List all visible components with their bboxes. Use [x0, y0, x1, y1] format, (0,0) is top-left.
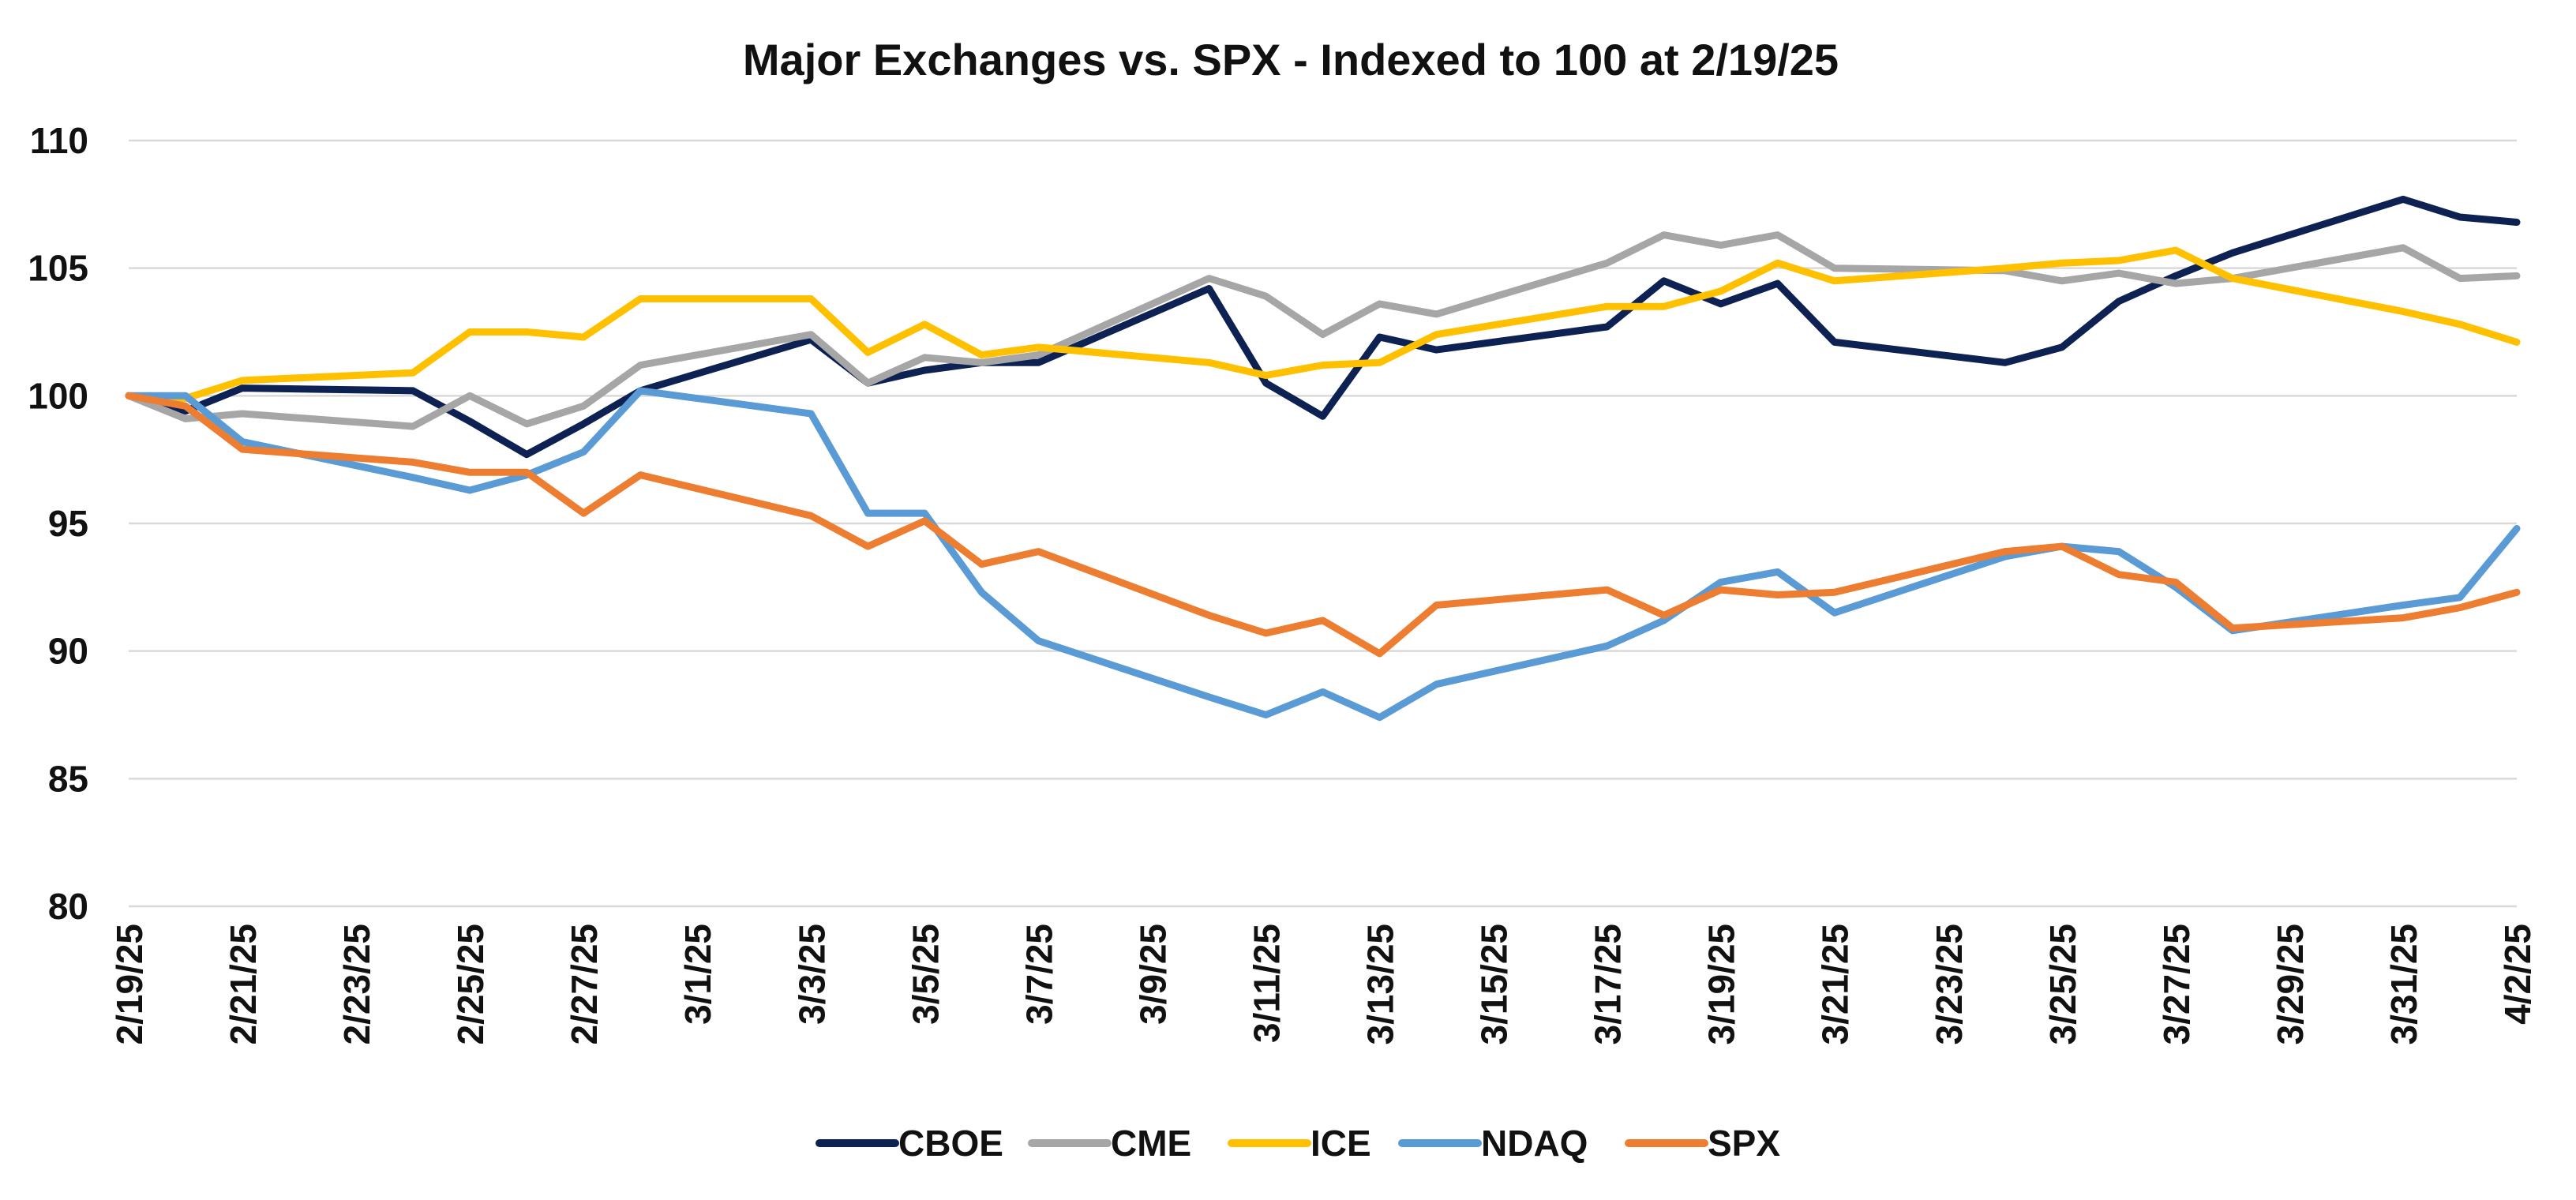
series-line-cboe [125, 195, 2521, 459]
y-tick-label: 105 [28, 248, 88, 289]
x-tick-label: 3/23/25 [1929, 924, 1970, 1044]
legend-label-ndaq: NDAQ [1481, 1123, 1588, 1164]
x-tick-label: 4/2/25 [2497, 924, 2538, 1025]
y-tick-label: 85 [48, 758, 88, 799]
x-tick-label: 3/7/25 [1018, 924, 1059, 1025]
x-tick-label: 3/5/25 [905, 924, 946, 1025]
y-tick-label: 100 [28, 375, 88, 416]
x-tick-label: 3/9/25 [1132, 924, 1173, 1025]
legend-label-cme: CME [1111, 1123, 1191, 1164]
series-line-ice [125, 246, 2521, 403]
series-line-ndaq [125, 387, 2521, 722]
x-axis-ticks: 2/19/25 2/21/25 2/23/25 2/25/25 2/27/25 3/1/2… [109, 924, 2538, 1044]
x-tick-label: 3/15/25 [1474, 924, 1515, 1044]
x-tick-label: 2/27/25 [564, 924, 605, 1044]
x-tick-label: 3/25/25 [2042, 924, 2083, 1044]
legend: CBOE CME ICE NDAQ SPX [816, 1123, 1780, 1164]
x-tick-label: 3/17/25 [1588, 924, 1629, 1044]
series-lines [125, 195, 2521, 722]
legend-label-cboe: CBOE [898, 1123, 1003, 1164]
x-tick-label: 3/27/25 [2156, 924, 2197, 1044]
x-tick-label: 2/25/25 [450, 924, 491, 1044]
x-tick-label: 3/3/25 [791, 924, 832, 1025]
x-tick-label: 2/23/25 [336, 924, 377, 1044]
legend-label-spx: SPX [1708, 1123, 1780, 1164]
y-tick-label: 80 [48, 886, 88, 927]
x-tick-label: 3/13/25 [1360, 924, 1401, 1044]
y-axis-ticks: 80 85 90 95 100 105 110 [28, 120, 88, 927]
legend-label-ice: ICE [1310, 1123, 1371, 1164]
x-tick-label: 3/31/25 [2383, 924, 2424, 1044]
x-tick-label: 3/1/25 [677, 924, 718, 1025]
y-tick-label: 110 [30, 120, 88, 161]
x-tick-label: 2/19/25 [109, 924, 150, 1044]
series-line-spx [125, 392, 2521, 658]
gridlines [129, 139, 2517, 908]
y-tick-label: 90 [48, 631, 88, 672]
x-tick-label: 3/19/25 [1701, 924, 1742, 1044]
x-tick-label: 2/21/25 [223, 924, 264, 1044]
y-tick-label: 95 [48, 503, 88, 544]
chart-title: Major Exchanges vs. SPX - Indexed to 100… [743, 35, 1839, 84]
x-tick-label: 3/21/25 [1815, 924, 1856, 1044]
x-tick-label: 3/11/25 [1246, 924, 1287, 1043]
x-tick-label: 3/29/25 [2270, 924, 2311, 1044]
series-line-cme [125, 231, 2521, 430]
